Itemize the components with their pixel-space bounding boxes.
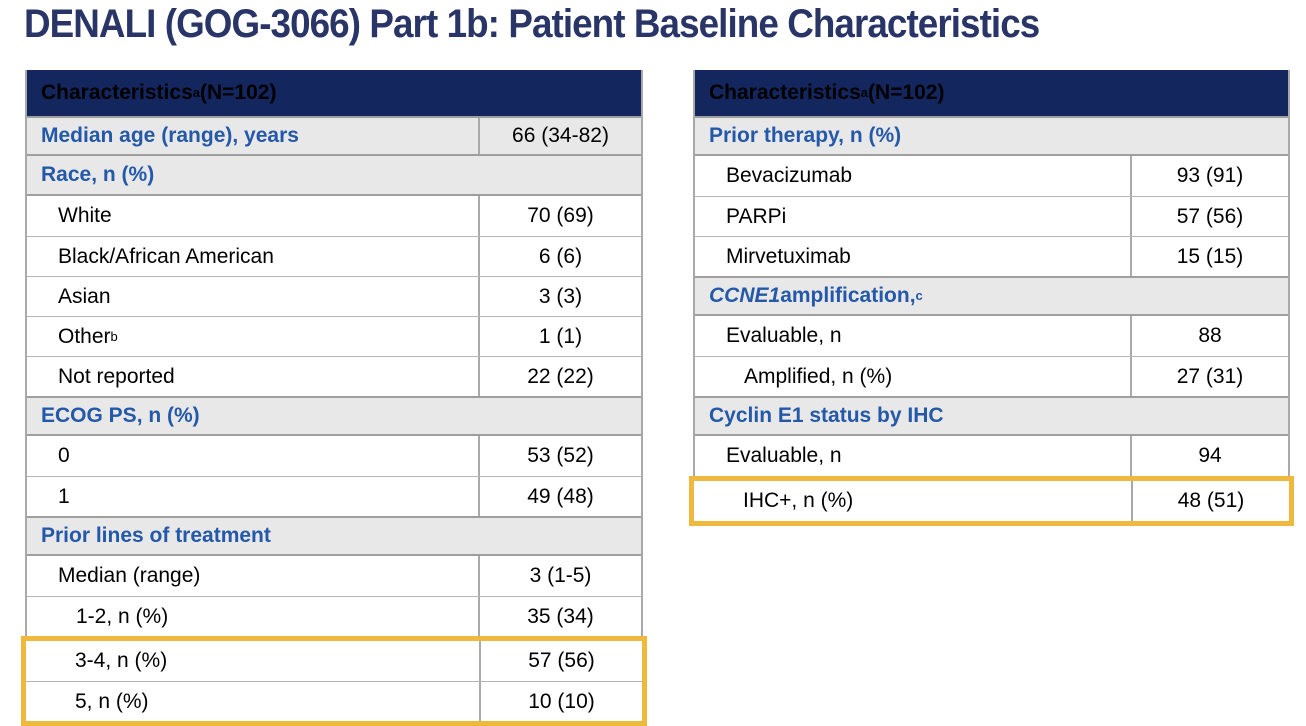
row-value: 57 (56) [479,641,642,681]
table-row-white: White 70 (69) [27,196,641,236]
section-label: Race, n (%) [41,163,155,186]
table-row-ccne1-amplified: Amplified, n (%) 27 (31) [695,356,1288,396]
baseline-characteristics-table-left: Characteristics a (N=102) Median age (ran… [21,70,647,726]
row-label: 1 [58,484,70,508]
header-text: Characteristics [709,81,861,104]
section-label: CCNE1 amplification, c [709,284,923,307]
section-row-prior-lines: Prior lines of treatment [27,516,641,556]
row-label: Amplified, n (%) [744,364,893,388]
row-value: 49 (48) [478,477,641,516]
table-row-lines-3-4: 3-4, n (%) 57 (56) [26,641,642,681]
table-row-ihc-positive: IHC+, n (%) 48 (51) [694,481,1289,521]
table-row-median-age: Median age (range), years 66 (34-82) [27,116,641,156]
section-row-prior-therapy: Prior therapy, n (%) [695,116,1288,156]
table-row-not-reported: Not reported 22 (22) [27,356,641,396]
row-value: 35 (34) [478,597,641,636]
row-label: Black/African American [58,244,274,268]
row-label: Mirvetuximab [726,244,851,268]
table-row-ccne1-evaluable: Evaluable, n 88 [695,316,1288,356]
page-title: DENALI (GOG-3066) Part 1b: Patient Basel… [24,2,1040,46]
row-label: White [58,204,112,227]
row-label: Not reported [58,364,175,388]
row-value: 70 (69) [478,196,641,236]
row-value: 3 (1-5) [478,556,641,596]
baseline-characteristics-table-right: Characteristics a (N=102) Prior therapy, … [689,70,1294,526]
row-label: Asian [58,284,111,308]
table-header-row: Characteristics a (N=102) [695,70,1288,116]
header-text: Characteristics [41,81,193,104]
table-row-median-range: Median (range) 3 (1-5) [27,556,641,596]
row-label: Median age (range), years [41,124,299,147]
section-row-race: Race, n (%) [27,156,641,196]
header-suffix: (N=102) [199,81,277,104]
row-value: 6 (6) [478,237,641,276]
section-row-cyclin-e1-ihc: Cyclin E1 status by IHC [695,396,1288,436]
row-label: Evaluable, n [726,324,842,347]
gene-name-italic: CCNE1 [709,284,781,307]
table-row-other: Other b 1 (1) [27,316,641,356]
table-row-ecog-0: 0 53 (52) [27,436,641,476]
row-label: Other b [58,324,118,348]
row-value: 48 (51) [1131,481,1289,521]
table-row-mirvetuximab: Mirvetuximab 15 (15) [695,236,1288,276]
table-header-row: Characteristics a (N=102) [27,70,641,116]
row-value: 10 (10) [479,682,642,721]
row-value: 94 [1130,436,1288,476]
row-value: 3 (3) [478,277,641,316]
section-label: Prior therapy, n (%) [709,124,902,147]
section-row-ecog-ps: ECOG PS, n (%) [27,396,641,436]
row-label-text: Other [58,324,111,348]
row-label: Bevacizumab [726,164,853,187]
row-label: IHC+, n (%) [743,489,854,512]
row-label: PARPi [726,204,787,228]
row-value: 1 (1) [478,317,641,356]
row-label: 1-2, n (%) [76,604,169,628]
row-value: 27 (31) [1130,357,1288,396]
section-row-ccne1-amplification: CCNE1 amplification, c [695,276,1288,316]
table-row-ecog-1: 1 49 (48) [27,476,641,516]
table-row-black-african-american: Black/African American 6 (6) [27,236,641,276]
table-header-label: Characteristics a (N=102) [709,81,945,104]
row-label: 0 [58,444,70,467]
row-label: Evaluable, n [726,444,842,467]
section-label-text: amplification, [780,284,916,307]
row-value: 93 (91) [1130,156,1288,196]
highlight-box-prior-lines-3-5: 3-4, n (%) 57 (56) 5, n (%) 10 (10) [21,636,647,726]
header-suffix: (N=102) [867,81,945,104]
row-label: 3-4, n (%) [75,649,168,672]
section-label: Prior lines of treatment [41,524,271,547]
section-label: ECOG PS, n (%) [41,404,200,427]
table-row-ihc-evaluable: Evaluable, n 94 [695,436,1288,476]
row-value: 15 (15) [1130,237,1288,276]
table-row-lines-5: 5, n (%) 10 (10) [26,681,642,721]
table-header-label: Characteristics a (N=102) [41,81,277,104]
table-row-asian: Asian 3 (3) [27,276,641,316]
table-row-bevacizumab: Bevacizumab 93 (91) [695,156,1288,196]
row-value: 53 (52) [478,436,641,476]
table-row-parpi: PARPi 57 (56) [695,196,1288,236]
row-label: 5, n (%) [75,689,149,713]
row-label: Median (range) [58,564,201,587]
highlight-box-ihc-positive: IHC+, n (%) 48 (51) [689,476,1294,526]
table-row-lines-1-2: 1-2, n (%) 35 (34) [27,596,641,636]
row-value: 66 (34-82) [478,118,641,154]
section-label: Cyclin E1 status by IHC [709,404,944,427]
row-value: 57 (56) [1130,197,1288,236]
tables-container: Characteristics a (N=102) Median age (ran… [21,70,1294,726]
row-value: 22 (22) [478,357,641,396]
row-value: 88 [1130,316,1288,356]
